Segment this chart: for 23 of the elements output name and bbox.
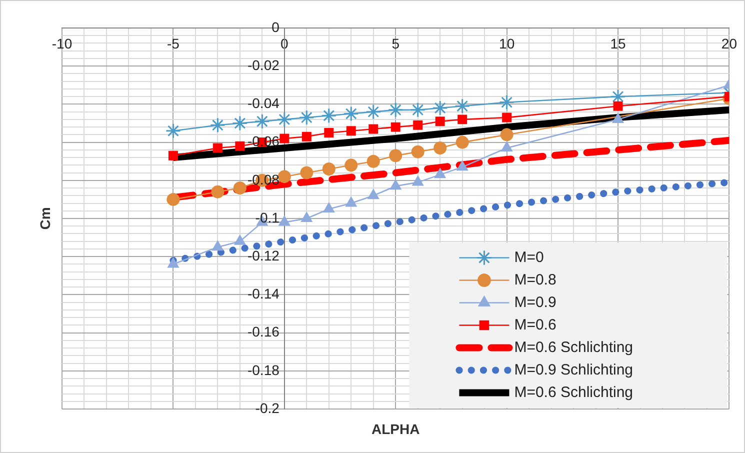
x-tick-label: -5 bbox=[166, 35, 180, 52]
x-tick-label: 15 bbox=[610, 35, 626, 52]
legend-label: M=0.9 bbox=[514, 294, 556, 311]
y-tick-label: -0.02 bbox=[247, 56, 280, 73]
y-tick-label: -0.12 bbox=[247, 247, 280, 264]
x-tick-label: 10 bbox=[499, 35, 515, 52]
legend-label: M=0.6 bbox=[514, 316, 556, 334]
legend-label: M=0.6 Schlichting bbox=[514, 384, 634, 401]
y-tick-label: -0.1 bbox=[255, 209, 280, 226]
y-tick-label: -0.2 bbox=[255, 400, 280, 416]
y-tick-label: -0.18 bbox=[247, 362, 280, 378]
y-tick-label: -0.14 bbox=[247, 286, 280, 302]
legend-label: M=0.6 Schlichting bbox=[514, 338, 634, 356]
x-axis-title: ALPHA bbox=[371, 420, 420, 437]
y-tick-label: -0.16 bbox=[247, 324, 280, 340]
y-axis-title: Cm bbox=[36, 207, 53, 230]
x-tick-label: -10 bbox=[52, 35, 72, 52]
legend-label: M=0 bbox=[514, 248, 544, 266]
legend-label: M=0.9 Schlichting bbox=[514, 361, 634, 378]
x-tick-label: 20 bbox=[721, 35, 738, 52]
legend-label: M=0.8 bbox=[514, 271, 556, 288]
x-tick-label: 5 bbox=[392, 35, 400, 52]
y-tick-label: -0.04 bbox=[247, 95, 280, 112]
